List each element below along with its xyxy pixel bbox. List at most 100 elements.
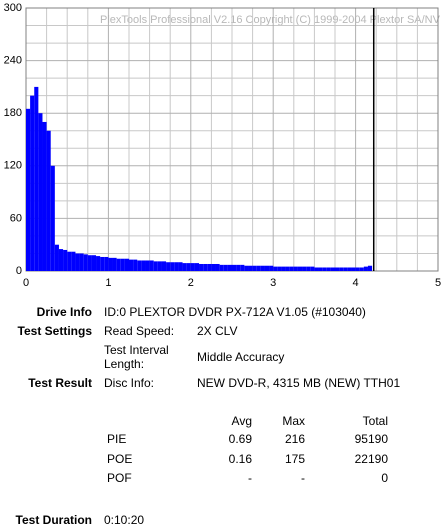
bar [343,267,348,271]
bar [285,266,290,271]
bar [219,264,224,271]
bar [79,253,84,271]
bar [178,262,183,271]
bar [50,165,55,271]
label: Test Settings [17,324,92,338]
bar [359,267,364,271]
bar [347,267,352,271]
bar [277,266,282,271]
bar [199,263,204,271]
label: Test Interval Length: [104,343,169,371]
bar [186,263,191,271]
x-tick-label: 4 [353,277,359,289]
bar [203,263,208,271]
bar [75,253,80,271]
bar [310,266,315,271]
bar [339,267,344,271]
x-tick-label: 0 [23,277,29,289]
bar [236,264,241,271]
bar [153,261,158,271]
table-cell: - [301,471,305,485]
bar [248,265,253,271]
bar [322,267,327,271]
table-cell: Total [362,414,388,428]
x-tick-label: 2 [188,277,194,289]
bar [363,266,368,271]
bar [330,267,335,271]
bar [223,264,228,271]
table-cell: 95190 [354,432,388,446]
table-cell: PIE [107,432,127,446]
bar [190,263,195,271]
y-tick-label: 300 [4,2,22,14]
bar [54,244,59,271]
bar [269,265,274,271]
bar [149,260,154,271]
bar [367,265,373,271]
bar [335,267,340,271]
value: ID:0 PLEXTOR DVDR PX-712A V1.05 (#103040… [104,305,366,319]
bar [26,108,31,271]
bar [281,266,286,271]
bar [157,261,162,271]
bar [293,266,298,271]
bar [215,263,220,271]
value: NEW DVD-R, 4315 MB (NEW) TTH01 [197,376,401,390]
bar [67,251,72,271]
bar [264,265,270,271]
bar [63,249,68,271]
bar [161,261,167,271]
table-cell: 0.16 [228,451,252,466]
bar [232,264,237,271]
label: Disc Info: [104,376,155,390]
y-tick-label: 120 [4,160,22,172]
bar [58,249,64,271]
table-cell: 175 [284,451,305,466]
bar [297,266,303,271]
bar [83,254,88,271]
bar [326,267,331,271]
bar [116,258,121,271]
x-tick-label: 5 [435,277,441,289]
chart: PlexTools Professional V2.16 Copyright (… [4,2,441,289]
value: Middle Accuracy [197,350,285,364]
bar [318,267,323,271]
table-cell: POF [107,471,132,485]
bar [120,258,125,271]
bar [252,265,257,271]
bar [174,262,179,271]
value: 2X CLV [197,324,238,338]
label: Test Duration [15,513,92,527]
bar [112,257,117,271]
value: 0:10:20 [104,513,145,527]
x-tick-label: 1 [105,277,111,289]
bar [227,264,232,271]
y-tick-label: 60 [10,212,22,224]
bar [124,258,129,271]
bar [289,266,294,271]
bar [355,267,360,271]
bar [87,255,92,271]
bar [129,259,134,271]
bar [166,262,171,271]
bar [42,121,47,271]
bar [133,259,138,271]
table-cell: 0 [381,471,388,485]
bar [91,255,97,271]
table-cell: Max [282,414,305,428]
bar [314,267,319,271]
label: Drive Info [36,305,92,319]
bar [137,260,142,271]
bar [170,262,175,271]
bar [96,256,101,271]
table-cell: 216 [284,432,305,446]
bar [104,256,109,271]
chart-title: PlexTools Professional V2.16 Copyright (… [100,14,441,26]
bar [34,86,39,272]
y-tick-label: 240 [4,55,22,67]
bar [194,263,200,271]
bar [260,265,265,271]
bar [256,265,261,271]
bar [351,267,356,271]
